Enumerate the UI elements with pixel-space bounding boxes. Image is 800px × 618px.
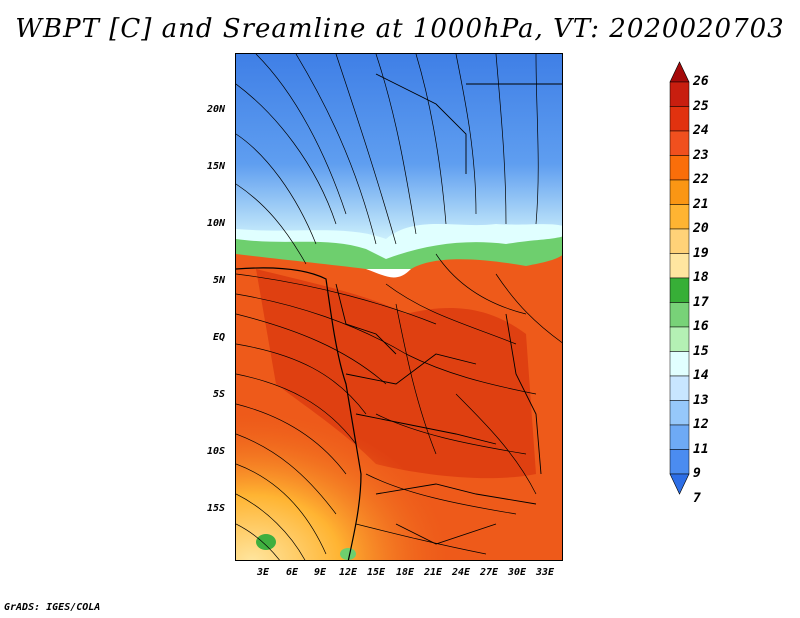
colorbar-label: 20 (693, 221, 709, 236)
lon-tick-label: 3E (257, 567, 270, 578)
lat-tick-label: 5S (213, 389, 226, 400)
lon-tick-label: 27E (480, 567, 499, 578)
colorbar-label: 21 (693, 196, 709, 212)
colorbar-swatch (669, 400, 690, 426)
colorbar-swatch (669, 204, 690, 230)
colorbar-label: 12 (693, 417, 709, 432)
colorbar-label: 9 (693, 466, 701, 481)
lat-tick-label: 15S (207, 503, 226, 514)
lon-tick-label: 30E (508, 567, 527, 578)
wbpt-field (236, 54, 562, 560)
colorbar-label: 16 (693, 319, 709, 334)
lon-tick-label: 9E (314, 567, 327, 578)
coastline (236, 267, 362, 560)
colorbar-swatch (669, 155, 690, 181)
colorbar-top-arrow (669, 61, 690, 83)
colorbar-swatch (669, 253, 690, 279)
colorbar-swatch (669, 351, 690, 377)
colorbar-label: 23 (693, 147, 709, 163)
colorbar-swatch (669, 179, 690, 205)
colorbar-swatch (669, 326, 690, 352)
cool-region (236, 54, 562, 254)
streamlines (236, 54, 562, 560)
lat-tick-label: EQ (213, 332, 226, 343)
map-plot-area (235, 53, 563, 561)
colorbar-label: 7 (693, 490, 701, 506)
colorbar-label: 24 (693, 123, 709, 138)
colorbar-label: 22 (693, 172, 709, 187)
lat-tick-label: 5N (213, 275, 226, 286)
colorbar-label: 26 (693, 74, 709, 89)
colorbar-swatch (669, 106, 690, 132)
map-title: WBPT [C] and Sreamline at 1000hPa, VT: 2… (15, 14, 785, 44)
lat-tick-label: 10N (207, 218, 226, 229)
colorbar-label: 19 (693, 245, 709, 261)
colorbar-swatch (669, 130, 690, 156)
colorbar-swatch (669, 81, 690, 107)
colorbar-bottom-arrow (669, 473, 690, 495)
lon-tick-label: 24E (452, 567, 471, 578)
lon-tick-label: 15E (367, 567, 386, 578)
colorbar-swatch (669, 375, 690, 401)
colorbar-swatch (669, 449, 690, 475)
footer-credit: GrADS: IGES/COLA (4, 602, 101, 613)
southwest-warm (236, 314, 562, 560)
colorbar-label: 14 (693, 368, 709, 383)
lat-tick-label: 15N (207, 161, 226, 172)
lon-tick-label: 18E (396, 567, 415, 578)
lon-tick-label: 6E (286, 567, 299, 578)
lon-tick-label: 21E (424, 567, 443, 578)
colorbar-label: 15 (693, 343, 709, 359)
colorbar-label: 13 (693, 392, 709, 408)
colorbar-label: 17 (693, 294, 709, 310)
green-patch (256, 534, 276, 550)
lon-tick-label: 12E (339, 567, 358, 578)
lat-tick-label: 10S (207, 446, 226, 457)
colorbar-swatch (669, 277, 690, 303)
country-borders (335, 73, 562, 545)
lon-tick-label: 33E (536, 567, 555, 578)
colorbar-swatch (669, 424, 690, 450)
colorbar-swatch (669, 228, 690, 254)
lat-tick-label: 20N (207, 104, 226, 115)
colorbar-label: 18 (693, 270, 709, 285)
colorbar-label: 25 (693, 98, 709, 114)
colorbar-label: 11 (693, 441, 709, 457)
colorbar-swatch (669, 302, 690, 328)
colorbar (669, 61, 690, 495)
green-patch (340, 548, 356, 560)
